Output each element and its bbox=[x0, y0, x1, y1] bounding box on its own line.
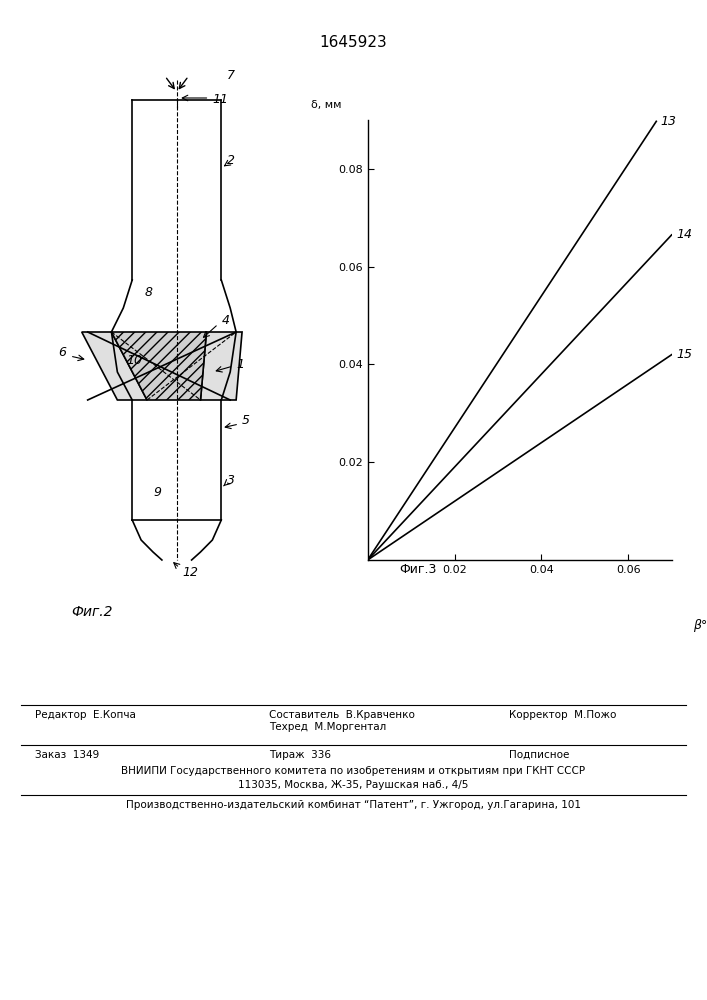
Text: Тираж  336: Тираж 336 bbox=[269, 750, 331, 760]
Text: ВНИИПИ Государственного комитета по изобретениям и открытиям при ГКНТ СССР: ВНИИПИ Государственного комитета по изоб… bbox=[122, 766, 585, 776]
Polygon shape bbox=[201, 332, 242, 400]
Text: β°: β° bbox=[694, 619, 707, 632]
Text: 6: 6 bbox=[58, 346, 66, 359]
Text: δ, мм: δ, мм bbox=[311, 100, 341, 110]
Text: Корректор  М.Пожо: Корректор М.Пожо bbox=[509, 710, 617, 720]
Text: 12: 12 bbox=[182, 566, 199, 578]
Text: 13: 13 bbox=[660, 115, 677, 128]
Text: Подписное: Подписное bbox=[509, 750, 569, 760]
Text: 2: 2 bbox=[227, 153, 235, 166]
Text: 1645923: 1645923 bbox=[320, 35, 387, 50]
Text: Производственно-издательский комбинат “Патент”, г. Ужгород, ул.Гагарина, 101: Производственно-издательский комбинат “П… bbox=[126, 800, 581, 810]
Text: 4: 4 bbox=[221, 314, 229, 326]
Text: 14: 14 bbox=[676, 228, 692, 241]
Polygon shape bbox=[82, 332, 147, 400]
Text: 9: 9 bbox=[153, 486, 161, 498]
Text: 15: 15 bbox=[676, 348, 692, 361]
Polygon shape bbox=[112, 332, 206, 400]
Text: Составитель  В.Кравченко
Техред  М.Моргентал: Составитель В.Кравченко Техред М.Моргент… bbox=[269, 710, 414, 732]
Text: 1: 1 bbox=[236, 358, 244, 370]
Text: 11: 11 bbox=[212, 93, 228, 106]
Text: 113035, Москва, Ж-35, Раушская наб., 4/5: 113035, Москва, Ж-35, Раушская наб., 4/5 bbox=[238, 780, 469, 790]
Text: 8: 8 bbox=[144, 286, 152, 298]
Text: 5: 5 bbox=[242, 414, 250, 426]
Text: Редактор  Е.Копча: Редактор Е.Копча bbox=[35, 710, 136, 720]
Text: Фиг.3: Фиг.3 bbox=[399, 563, 437, 576]
Text: Фиг.2: Фиг.2 bbox=[71, 605, 112, 619]
Text: Заказ  1349: Заказ 1349 bbox=[35, 750, 100, 760]
Text: 3: 3 bbox=[227, 474, 235, 487]
Text: 10: 10 bbox=[127, 354, 142, 366]
Text: 7: 7 bbox=[227, 69, 235, 82]
